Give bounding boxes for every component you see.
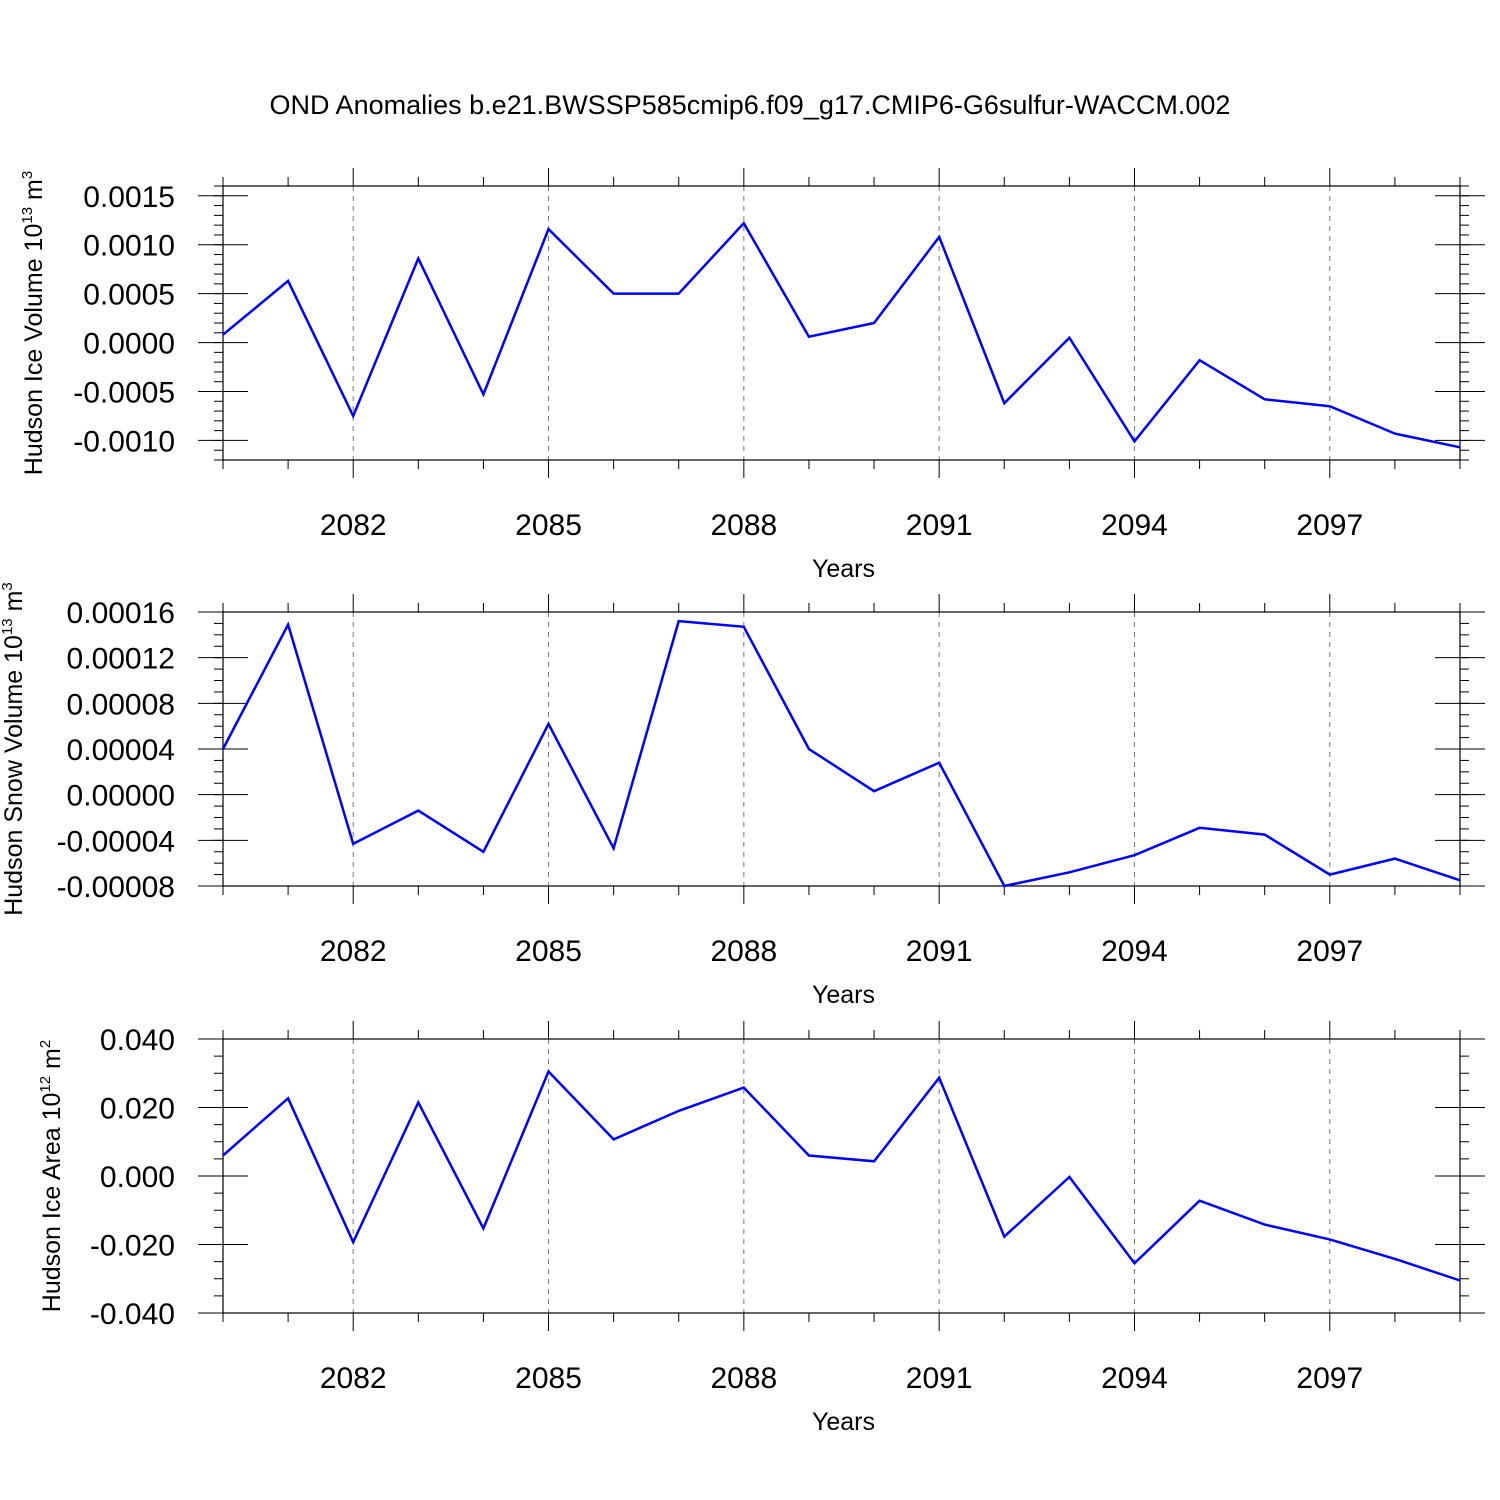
x-tick-label: 2088 (710, 935, 777, 968)
x-axis-title: Years (812, 1408, 875, 1436)
x-tick-label: 2085 (515, 935, 582, 968)
y-tick-label: 0.000 (100, 1161, 175, 1194)
x-tick-label: 2085 (515, 509, 582, 542)
x-axis-title: Years (812, 555, 875, 583)
x-tick-label: 2091 (906, 935, 973, 968)
x-tick-label: 2097 (1296, 1362, 1363, 1395)
y-tick-label: -0.040 (90, 1298, 175, 1331)
x-tick-label: 2091 (906, 1362, 973, 1395)
x-axis-title: Years (812, 981, 875, 1009)
x-tick-label: 2094 (1101, 1362, 1168, 1395)
x-tick-label: 2088 (710, 1362, 777, 1395)
y-tick-label: 0.00000 (67, 780, 175, 813)
x-tick-label: 2085 (515, 1362, 582, 1395)
y-tick-label: 0.00016 (67, 597, 175, 630)
x-tick-label: 2097 (1296, 509, 1363, 542)
y-tick-label: -0.0005 (73, 377, 175, 410)
y-axis-title: Hudson Ice Volume 1013 m3 (19, 171, 48, 475)
x-tick-label: 2097 (1296, 935, 1363, 968)
series-line (222, 1069, 1461, 1282)
x-tick-label: 2094 (1101, 935, 1168, 968)
y-tick-label: -0.020 (90, 1230, 175, 1263)
plot-frame (222, 611, 1461, 887)
x-tick-label: 2091 (906, 509, 973, 542)
x-tick-label: 2082 (320, 509, 387, 542)
x-tick-label: 2082 (320, 935, 387, 968)
panel-2: 2082 2085 2088 2091 2094 2097 Years -0.00008 -0.… (0, 582, 1485, 1009)
y-tick-label: 0.00012 (67, 643, 175, 676)
y-tick-label: -0.00008 (57, 871, 175, 904)
y-tick-label: 0.00008 (67, 688, 175, 721)
y-tick-label: 0.020 (100, 1093, 175, 1126)
y-tick-label: 0.040 (100, 1024, 175, 1057)
y-axis-title: Hudson Ice Area 1012 m2 (37, 1040, 66, 1312)
y-tick-label: 0.0005 (83, 279, 175, 312)
y-tick-label: 0.00004 (67, 734, 175, 767)
y-tick-label: -0.0010 (73, 425, 175, 458)
y-tick-label: 0.0015 (83, 181, 175, 214)
y-tick-label: -0.00004 (57, 825, 175, 858)
x-tick-label: 2088 (710, 509, 777, 542)
x-tick-label: 2094 (1101, 509, 1168, 542)
y-tick-label: 0.0000 (83, 328, 175, 361)
y-axis-title: Hudson Snow Volume 1013 m3 (0, 582, 28, 916)
panel-1: 2082 2085 2088 2091 2094 2097 Years -0.0010 -0.0… (19, 168, 1485, 583)
series-line (221, 619, 1461, 888)
y-tick-label: 0.0010 (83, 230, 175, 263)
x-tick-label: 2082 (320, 1362, 387, 1395)
series-line (222, 221, 1461, 449)
panel-3: 2082 2085 2088 2091 2094 2097 Years -0.040 -0.02… (37, 1021, 1485, 1436)
plot-frame (222, 185, 1461, 461)
chart-title: OND Anomalies b.e21.BWSSP585cmip6.f09_g1… (270, 90, 1231, 120)
plot-frame (222, 1038, 1461, 1314)
